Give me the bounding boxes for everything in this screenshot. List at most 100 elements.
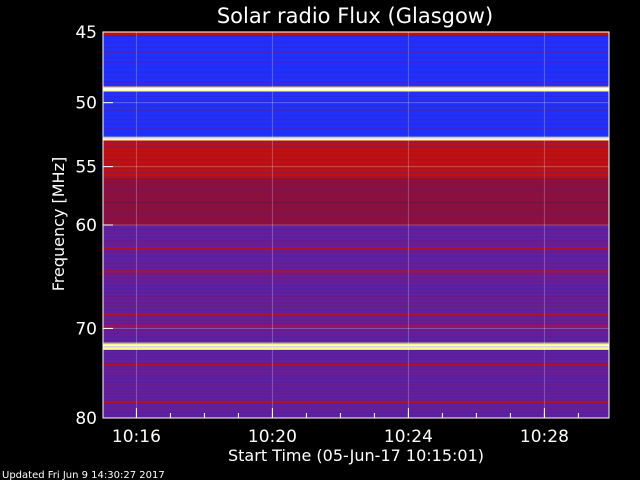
spectrum-texture <box>103 408 609 410</box>
spectrum-texture <box>103 288 609 290</box>
spectrum-texture <box>103 192 609 194</box>
spectrum-texture <box>103 81 609 83</box>
spectrum-texture <box>103 197 609 199</box>
y-axis-label: Frequency [MHz] <box>49 157 68 291</box>
spectrum-texture <box>103 176 609 178</box>
spectrum-texture <box>103 201 609 203</box>
spectrum-texture <box>103 217 609 219</box>
spectrum-texture <box>103 159 609 161</box>
spectrum-texture <box>103 329 609 331</box>
spectrum-texture <box>103 240 609 242</box>
spectrum-texture <box>103 352 609 354</box>
plot-area <box>102 31 610 419</box>
y-tick-label: 60 <box>75 216 97 236</box>
spectrum-texture <box>103 76 609 78</box>
chart-title: Solar radio Flux (Glasgow) <box>217 4 493 28</box>
spectrum-texture <box>103 146 609 148</box>
spectrum-texture <box>103 316 609 318</box>
spectrum-texture <box>103 163 609 165</box>
spectrum-texture <box>103 365 609 367</box>
spectrum-texture <box>103 299 609 301</box>
spectrum-texture <box>103 263 609 265</box>
spectrum-texture <box>103 381 609 383</box>
y-tick-label: 80 <box>75 409 97 429</box>
spectrum-texture <box>103 375 609 377</box>
spectrum-texture <box>103 349 609 351</box>
x-axis-ticks: 10:16 10:20 10:24 10:28 <box>112 408 579 447</box>
spectrum-texture <box>103 393 609 395</box>
spectrum-texture <box>103 236 609 238</box>
spectrum-texture <box>103 284 609 286</box>
spectrum-texture <box>103 309 609 311</box>
spectrum-texture <box>103 119 609 121</box>
spectrum-texture <box>103 128 609 130</box>
spectrum-texture <box>103 205 609 207</box>
spectrum-texture <box>103 150 609 152</box>
spectrum-texture <box>103 372 609 374</box>
spectrum-texture <box>103 336 609 338</box>
spectrum-texture <box>103 213 609 215</box>
y-axis-ticks: 45 50 55 60 70 80 <box>75 23 113 429</box>
spectrum-texture <box>103 302 609 304</box>
spectrum-band-core-2 <box>103 88 609 91</box>
spectrum-band-10 <box>103 350 609 418</box>
spectrum-texture <box>103 86 609 88</box>
spectrum-texture <box>103 266 609 268</box>
x-axis-label: Start Time (05-Jun-17 10:15:01) <box>228 446 484 465</box>
spectrum-texture <box>103 291 609 293</box>
spectrum-texture <box>103 405 609 407</box>
spectrum-line-3 <box>103 324 609 327</box>
spectrum-texture <box>103 306 609 308</box>
spectrum-texture <box>103 172 609 174</box>
spectrum-band-0 <box>103 32 609 36</box>
spectrum-texture <box>103 384 609 386</box>
spectrum-texture <box>103 66 609 68</box>
spectrum-line-2 <box>103 312 609 315</box>
spectrum-texture <box>103 323 609 325</box>
spectrum-texture <box>103 251 609 253</box>
spectrum-texture <box>103 259 609 261</box>
spectrum-texture <box>103 326 609 328</box>
spectrum-texture <box>103 123 609 125</box>
spectrum-texture <box>103 343 609 345</box>
spectrum-texture <box>103 281 609 283</box>
spectrum-band-7 <box>103 202 609 225</box>
spectrum-line-0 <box>103 246 609 249</box>
spectrum-texture <box>103 411 609 413</box>
spectrum-texture <box>103 71 609 73</box>
spectrum-texture <box>103 414 609 416</box>
spectrum-texture <box>103 333 609 335</box>
spectrum-texture <box>103 132 609 134</box>
spectrum-texture <box>103 362 609 364</box>
spectrum-texture <box>103 105 609 107</box>
spectrum-texture <box>103 114 609 116</box>
spectrum-band-core-4 <box>103 137 609 140</box>
spectrum-texture <box>103 356 609 358</box>
spectrum-texture <box>103 225 609 226</box>
spectrum-texture <box>103 339 609 341</box>
spectrum-texture <box>103 188 609 190</box>
x-tick-label: 10:24 <box>384 427 433 447</box>
y-tick-label: 55 <box>75 158 97 178</box>
spectrum-texture <box>103 346 609 348</box>
spectrum-texture <box>103 368 609 370</box>
spectrum-texture <box>103 167 609 169</box>
y-tick-label: 45 <box>75 23 97 43</box>
spectrum-texture <box>103 390 609 392</box>
spectrum-texture <box>103 221 609 223</box>
spectrum-texture <box>103 232 609 234</box>
spectrum-texture <box>103 100 609 102</box>
spectrum-band-5 <box>103 140 609 179</box>
spectrum-texture <box>103 228 609 230</box>
spectrum-texture <box>103 244 609 246</box>
spectrum-texture <box>103 319 609 321</box>
spectrum-band-1 <box>103 35 609 87</box>
spectrum-texture <box>103 46 609 48</box>
x-tick-label: 10:16 <box>112 427 161 447</box>
spectrum-band-6 <box>103 178 609 203</box>
spectrum-texture <box>103 277 609 279</box>
spectrum-texture <box>103 295 609 297</box>
spectrum-band-core-9 <box>103 344 609 348</box>
spectrum-texture <box>103 209 609 211</box>
